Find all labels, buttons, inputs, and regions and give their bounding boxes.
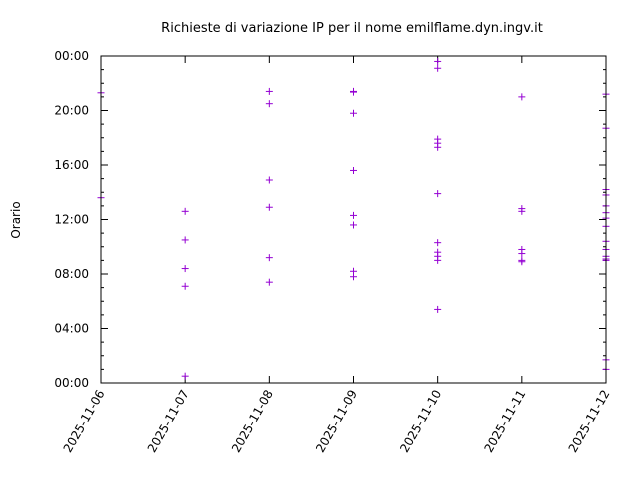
data-point <box>350 273 357 281</box>
x-tick-label: 2025-11-09 <box>313 388 360 455</box>
data-point <box>181 265 189 273</box>
data-point <box>434 143 442 151</box>
data-point <box>181 236 189 244</box>
data-point <box>434 190 442 198</box>
data-point <box>350 211 357 219</box>
y-tick-label: 08:00 <box>54 267 89 281</box>
data-point <box>434 64 442 72</box>
data-points <box>97 57 610 380</box>
x-tick-label: 2025-11-08 <box>229 388 276 455</box>
data-point <box>265 203 273 211</box>
x-tick-label: 2025-11-06 <box>61 388 108 455</box>
chart-title: Richieste di variazione IP per il nome e… <box>161 21 543 36</box>
data-point <box>434 305 442 313</box>
x-tick-label: 2025-11-11 <box>481 388 528 455</box>
y-axis-label: Orario <box>9 201 23 238</box>
y-tick-label: 12:00 <box>54 213 89 227</box>
x-tick-label: 2025-11-07 <box>145 388 192 455</box>
data-point <box>350 109 357 117</box>
x-tick-label: 2025-11-10 <box>397 388 444 455</box>
data-point <box>518 93 526 101</box>
y-tick-label: 00:00 <box>54 49 89 63</box>
data-point <box>181 207 189 215</box>
data-point <box>434 256 442 264</box>
plot-frame <box>100 55 607 384</box>
data-point <box>518 258 526 266</box>
y-tick-label: 20:00 <box>54 104 89 118</box>
y-tick-label: 16:00 <box>54 158 89 172</box>
data-point <box>434 57 442 65</box>
axis-tick-labels: 00:0004:0008:0012:0016:0020:0000:002025-… <box>54 49 612 455</box>
data-point <box>350 166 357 174</box>
data-point <box>265 254 273 262</box>
data-point <box>181 282 189 290</box>
data-point <box>265 100 273 108</box>
data-point <box>265 176 273 184</box>
data-point <box>181 372 189 380</box>
data-point <box>265 87 273 95</box>
y-tick-label: 00:00 <box>54 376 89 390</box>
data-point <box>350 88 357 96</box>
data-point <box>434 239 442 247</box>
axis-ticks <box>100 55 607 384</box>
data-point <box>265 278 273 286</box>
y-tick-label: 04:00 <box>54 322 89 336</box>
data-point <box>518 207 526 215</box>
data-point <box>518 250 526 258</box>
x-tick-label: 2025-11-12 <box>566 388 613 455</box>
data-point <box>350 221 357 229</box>
